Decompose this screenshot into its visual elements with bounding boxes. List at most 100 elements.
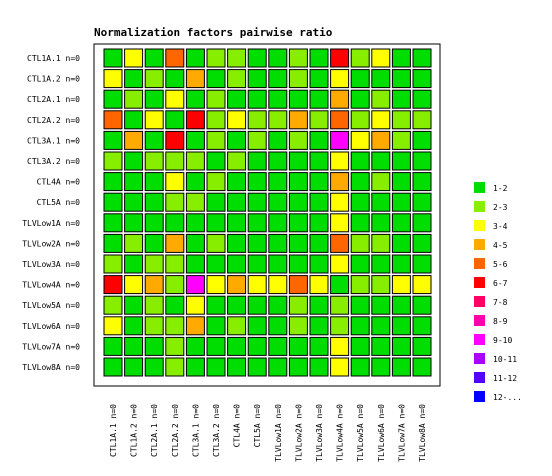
heatmap-cell [206, 48, 226, 68]
heatmap-cells [103, 48, 432, 377]
heatmap-cell [206, 213, 226, 233]
heatmap-cell [165, 69, 185, 89]
heatmap-cell [165, 151, 185, 171]
heatmap-cell [268, 233, 288, 253]
heatmap-cell [247, 316, 267, 336]
heatmap-cell [144, 89, 164, 109]
heatmap-cell [391, 48, 411, 68]
heatmap-cell [206, 89, 226, 109]
heatmap-cell [330, 172, 350, 192]
column-label: CTL5A n=0 [253, 404, 262, 448]
legend-swatch [474, 220, 485, 231]
heatmap-cell [268, 357, 288, 377]
heatmap-cell [103, 110, 123, 130]
heatmap-cell [185, 316, 205, 336]
heatmap-cell [144, 357, 164, 377]
heatmap-cell [309, 357, 329, 377]
heatmap-cell [247, 213, 267, 233]
heatmap-cell [206, 110, 226, 130]
heatmap-cell [227, 130, 247, 150]
heatmap-cell [124, 213, 144, 233]
heatmap-cell [165, 48, 185, 68]
heatmap-cell [247, 151, 267, 171]
heatmap-cell [412, 336, 432, 356]
heatmap-cell [371, 254, 391, 274]
heatmap-cell [144, 151, 164, 171]
heatmap-cell [268, 48, 288, 68]
heatmap-cell [124, 48, 144, 68]
heatmap-cell [124, 130, 144, 150]
heatmap-cell [330, 316, 350, 336]
heatmap-cell [330, 151, 350, 171]
heatmap-cell [144, 233, 164, 253]
heatmap-cell [412, 172, 432, 192]
heatmap-cell [185, 151, 205, 171]
row-labels: CTL1A.1 n=0 CTL1A.2 n=0 CTL2A.1 n=0 CTL2A.2… [22, 54, 80, 372]
heatmap-cell [330, 48, 350, 68]
heatmap-cell [185, 213, 205, 233]
heatmap-cell [124, 69, 144, 89]
heatmap-cell [412, 254, 432, 274]
heatmap-cell [206, 192, 226, 212]
heatmap-cell [371, 213, 391, 233]
heatmap-cell [268, 89, 288, 109]
column-label: TLVLow1A n=0 [274, 404, 283, 462]
heatmap-cell [309, 151, 329, 171]
heatmap-cell [412, 192, 432, 212]
row-label: TLVLow4A n=0 [22, 281, 80, 290]
heatmap-cell [350, 275, 370, 295]
heatmap-cell [144, 316, 164, 336]
heatmap-cell [144, 172, 164, 192]
legend-label: 3-4 [493, 222, 508, 231]
row-label: TLVLow8A n=0 [22, 363, 80, 372]
row-label: CTL3A.1 n=0 [27, 136, 80, 145]
heatmap-cell [185, 233, 205, 253]
heatmap-cell [391, 172, 411, 192]
heatmap-cell [330, 254, 350, 274]
heatmap-cell [391, 213, 411, 233]
heatmap-cell [144, 213, 164, 233]
heatmap-cell [124, 357, 144, 377]
heatmap-cell [165, 130, 185, 150]
heatmap-cell [391, 233, 411, 253]
heatmap-cell [350, 295, 370, 315]
heatmap-cell [124, 151, 144, 171]
heatmap-cell [371, 69, 391, 89]
heatmap-cell [103, 151, 123, 171]
heatmap-cell [227, 172, 247, 192]
heatmap-cell [124, 192, 144, 212]
heatmap-cell [227, 89, 247, 109]
heatmap-cell [288, 213, 308, 233]
heatmap-cell [412, 233, 432, 253]
heatmap-cell [268, 295, 288, 315]
legend-swatch [474, 201, 485, 212]
heatmap-cell [330, 192, 350, 212]
heatmap-cell [103, 295, 123, 315]
heatmap-cell [412, 213, 432, 233]
heatmap-cell [124, 89, 144, 109]
heatmap-cell [268, 254, 288, 274]
heatmap-cell [309, 275, 329, 295]
heatmap-cell [227, 151, 247, 171]
heatmap-cell [144, 69, 164, 89]
heatmap-cell [391, 336, 411, 356]
heatmap-cell [350, 130, 370, 150]
legend-swatch [474, 296, 485, 307]
heatmap-cell [371, 130, 391, 150]
heatmap-cell [227, 110, 247, 130]
heatmap-cell [412, 89, 432, 109]
heatmap-cell [268, 213, 288, 233]
heatmap-cell [288, 295, 308, 315]
heatmap-cell [371, 89, 391, 109]
heatmap-cell [288, 110, 308, 130]
heatmap-cell [144, 130, 164, 150]
heatmap-cell [330, 130, 350, 150]
heatmap-cell [185, 69, 205, 89]
heatmap-cell [247, 89, 267, 109]
heatmap-cell [185, 275, 205, 295]
heatmap-cell [309, 48, 329, 68]
heatmap-cell [371, 336, 391, 356]
heatmap-cell [144, 254, 164, 274]
heatmap-cell [227, 192, 247, 212]
legend-label: 2-3 [493, 203, 508, 212]
